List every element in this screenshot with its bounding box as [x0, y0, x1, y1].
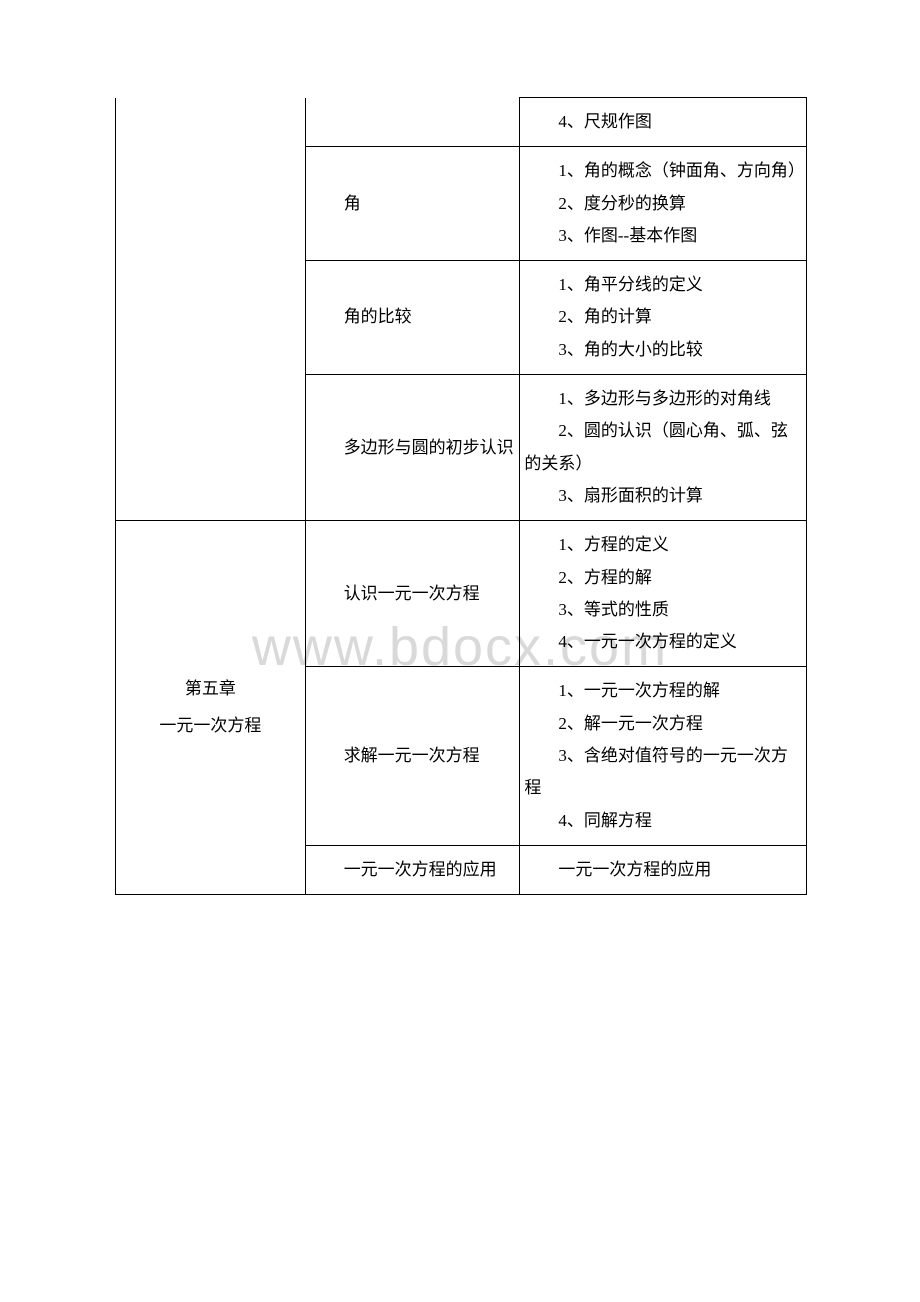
- section-cell: 求解一元一次方程: [305, 667, 520, 845]
- section-cell: 多边形与圆的初步认识: [305, 375, 520, 521]
- topics-cell: 1、多边形与多边形的对角线 2、圆的认识（圆心角、弧、弦的关系） 3、扇形面积的…: [520, 375, 807, 521]
- topic-item: 4、同解方程: [524, 805, 802, 837]
- section-cell: 角: [305, 147, 520, 261]
- section-label: 一元一次方程的应用: [310, 854, 516, 886]
- topic-item: 2、度分秒的换算: [524, 188, 802, 220]
- chapter-cell: 第五章 一元一次方程: [116, 521, 306, 895]
- topic-item: 4、一元一次方程的定义: [524, 626, 802, 658]
- section-cell: 角的比较: [305, 261, 520, 375]
- chapter-subtitle: 一元一次方程: [120, 710, 301, 742]
- topics-cell: 1、一元一次方程的解 2、解一元一次方程 3、含绝对值符号的一元一次方程 4、同…: [520, 667, 807, 845]
- topic-item: 一元一次方程的应用: [524, 854, 802, 886]
- topics-cell: 一元一次方程的应用: [520, 845, 807, 894]
- document-table-container: 4、尺规作图 角 1、角的概念（钟面角、方向角） 2、度分秒的换算 3、作图--…: [115, 97, 807, 895]
- section-label: 认识一元一次方程: [310, 578, 516, 610]
- topic-item: 1、方程的定义: [524, 529, 802, 561]
- topics-cell: 1、角的概念（钟面角、方向角） 2、度分秒的换算 3、作图--基本作图: [520, 147, 807, 261]
- topic-item: 1、多边形与多边形的对角线: [524, 383, 802, 415]
- topic-item: 3、角的大小的比较: [524, 334, 802, 366]
- chapter-title: 第五章: [120, 673, 301, 705]
- section-label: 角的比较: [310, 301, 516, 333]
- topic-item: 3、扇形面积的计算: [524, 480, 802, 512]
- chapter-cell-empty: [116, 98, 306, 521]
- topics-cell: 1、方程的定义 2、方程的解 3、等式的性质 4、一元一次方程的定义: [520, 521, 807, 667]
- section-cell: 认识一元一次方程: [305, 521, 520, 667]
- topic-item: 3、含绝对值符号的一元一次方程: [524, 740, 802, 805]
- topic-item: 2、方程的解: [524, 562, 802, 594]
- topics-cell: 1、角平分线的定义 2、角的计算 3、角的大小的比较: [520, 261, 807, 375]
- section-label: 角: [310, 188, 516, 220]
- topic-item: 1、角平分线的定义: [524, 269, 802, 301]
- section-label: 求解一元一次方程: [310, 740, 516, 772]
- section-label: 多边形与圆的初步认识: [310, 432, 516, 464]
- section-cell-empty: [305, 98, 520, 147]
- section-cell: 一元一次方程的应用: [305, 845, 520, 894]
- content-table: 4、尺规作图 角 1、角的概念（钟面角、方向角） 2、度分秒的换算 3、作图--…: [115, 97, 807, 895]
- topic-item: 4、尺规作图: [524, 106, 802, 138]
- table-row: 4、尺规作图: [116, 98, 807, 147]
- topic-item: 3、等式的性质: [524, 594, 802, 626]
- topics-cell: 4、尺规作图: [520, 98, 807, 147]
- topic-item: 2、角的计算: [524, 301, 802, 333]
- topic-item: 3、作图--基本作图: [524, 220, 802, 252]
- topic-item: 2、圆的认识（圆心角、弧、弦的关系）: [524, 415, 802, 480]
- table-row: 第五章 一元一次方程 认识一元一次方程 1、方程的定义 2、方程的解 3、等式的…: [116, 521, 807, 667]
- topic-item: 2、解一元一次方程: [524, 708, 802, 740]
- topic-item: 1、角的概念（钟面角、方向角）: [524, 155, 802, 187]
- topic-item: 1、一元一次方程的解: [524, 675, 802, 707]
